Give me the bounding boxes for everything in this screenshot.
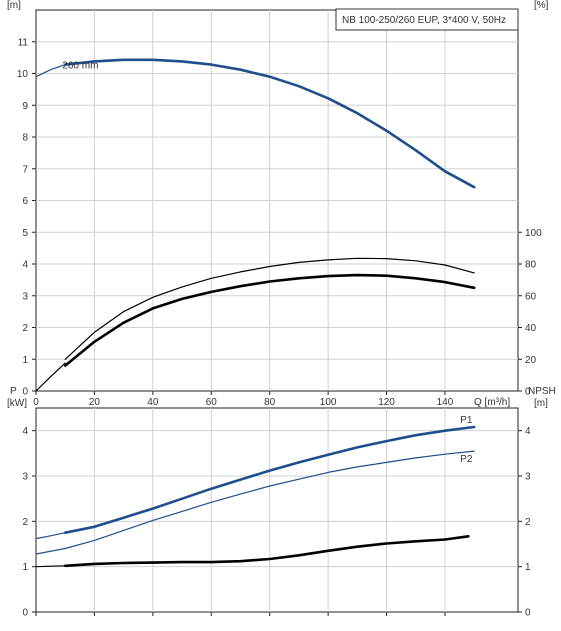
x-tick-label: 100 [320,397,337,408]
left-tick-label: 9 [22,101,28,112]
series-line-P2 [35,450,475,555]
left-tick-label: 10 [17,69,29,80]
left-tick-label: 3 [22,291,28,302]
x-tick-label: 0 [33,397,39,408]
right-tick-label: 2 [525,517,531,528]
right-tick-label: 20 [525,355,537,366]
series-line-P1_ext [35,532,66,540]
head-efficiency-plot: 0 1 2 3 4 5 6 7 8 9 10 11 0 20 40 60 80 100 0 20 40 60 80 100 12… [7,0,549,408]
left-tick-label: 1 [22,355,28,366]
right-tick-label: 60 [525,291,537,302]
series-line-eta_lower [63,273,476,367]
right-axis-unit: [%] [534,0,549,11]
left-tick-label: 4 [22,260,28,271]
x-tick-label: 120 [378,397,395,408]
left-tick-label: 1 [22,562,28,573]
impeller-diameter-label: 260 mm [62,61,98,72]
left-axis-unit: [kW] [7,398,27,409]
left-tick-label: 4 [22,426,28,437]
series-line-eta_ext [35,362,66,392]
right-tick-label: 1 [525,562,531,573]
title-box-text: NB 100-250/260 EUP, 3*400 V, 50Hz [342,15,506,26]
series-line-P1 [63,425,476,534]
left-axis-unit: [m] [7,0,21,11]
left-tick-label: 8 [22,133,28,144]
series-line-npsh_ext [35,565,66,568]
series-line-head_ext [35,63,66,78]
right-axis-title: NPSH [528,386,556,397]
plot-frame [35,407,519,613]
left-tick-label: 0 [22,387,28,398]
left-tick-label: 11 [18,37,29,48]
right-tick-label: 4 [525,426,531,437]
left-tick-label: 5 [22,228,28,239]
series-line-head [63,58,476,189]
right-tick-label: 0 [525,387,531,398]
x-tick-label: 80 [264,397,276,408]
left-axis-title: P [10,386,17,397]
right-tick-label: 100 [525,228,542,239]
x-tick-label: 20 [89,397,101,408]
right-tick-label: 0 [525,608,531,619]
left-tick-label: 7 [22,164,28,175]
series-label-P1: P1 [460,415,473,426]
left-tick-label: 6 [22,196,28,207]
left-tick-label: 3 [22,472,28,483]
right-tick-label: 80 [525,260,537,271]
series-line-eta_upper [64,257,475,360]
left-tick-label: 2 [22,323,28,334]
right-tick-label: 3 [525,472,531,483]
series-label-P2: P2 [460,454,473,465]
left-tick-label: 2 [22,517,28,528]
x-axis-label: Q [m³/h] [474,397,510,408]
series-line-npsh [63,535,470,568]
right-axis-unit: [m] [534,398,548,409]
x-tick-label: 60 [206,397,218,408]
left-tick-label: 0 [22,608,28,619]
x-tick-label: 140 [437,397,454,408]
x-tick-label: 40 [147,397,159,408]
title-box: NB 100-250/260 EUP, 3*400 V, 50Hz [335,8,519,31]
right-tick-label: 40 [525,323,537,334]
